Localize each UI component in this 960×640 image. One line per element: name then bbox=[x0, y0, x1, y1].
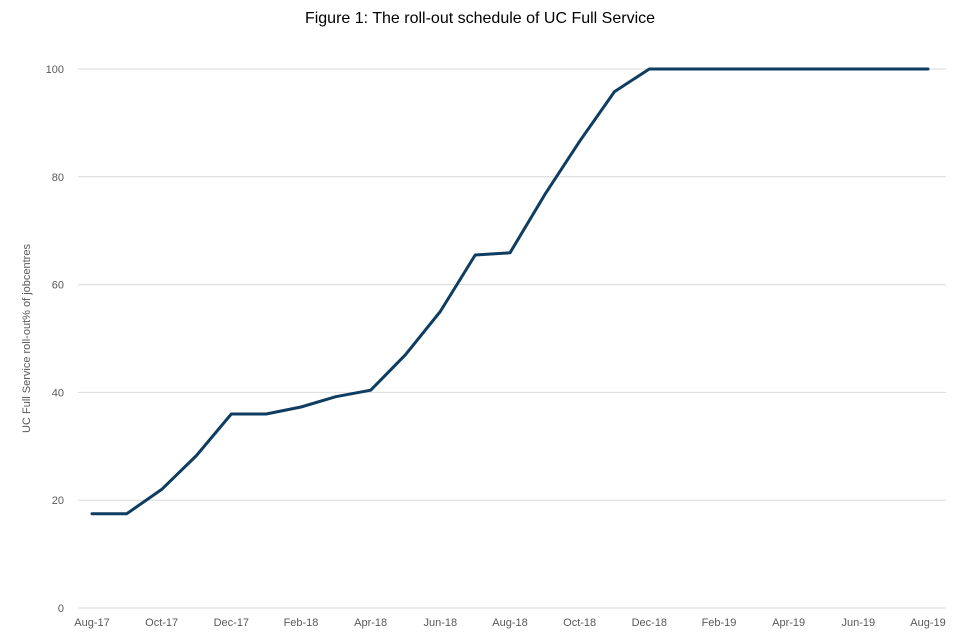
x-tick-label: Feb-19 bbox=[702, 617, 737, 629]
series-line bbox=[90, 67, 930, 516]
y-axis-ticks: 0 20 40 60 80 100 bbox=[46, 64, 64, 615]
x-tick-label: Aug-17 bbox=[74, 617, 109, 629]
x-tick-label: Jun-18 bbox=[424, 617, 458, 629]
chart-title: Figure 1: The roll-out schedule of UC Fu… bbox=[304, 10, 656, 27]
y-tick-label: 0 bbox=[58, 603, 64, 615]
x-tick-label: Apr-19 bbox=[772, 617, 805, 629]
x-tick-label: Aug-19 bbox=[910, 617, 945, 629]
gridlines bbox=[78, 68, 946, 609]
x-tick-label: Oct-17 bbox=[145, 617, 178, 629]
x-tick-label: Apr-18 bbox=[354, 617, 387, 629]
y-tick-label: 100 bbox=[46, 64, 64, 76]
x-tick-label: Jun-19 bbox=[842, 617, 876, 629]
x-tick-label: Oct-18 bbox=[563, 617, 596, 629]
y-tick-label: 80 bbox=[52, 172, 64, 184]
x-tick-label: Dec-18 bbox=[632, 617, 667, 629]
series-group bbox=[90, 67, 930, 516]
y-tick-label: 40 bbox=[52, 387, 64, 399]
x-tick-label: Aug-18 bbox=[492, 617, 527, 629]
y-tick-label: 60 bbox=[52, 280, 64, 292]
x-tick-label: Feb-18 bbox=[284, 617, 319, 629]
x-tick-label: Dec-17 bbox=[214, 617, 249, 629]
y-axis-title: UC Full Service roll-out% of jobcentres bbox=[21, 244, 33, 433]
x-axis-ticks: Aug-17 Oct-17 Dec-17 Feb-18 Apr-18 Jun-18 Aug-… bbox=[74, 617, 945, 629]
y-tick-label: 20 bbox=[52, 495, 64, 507]
